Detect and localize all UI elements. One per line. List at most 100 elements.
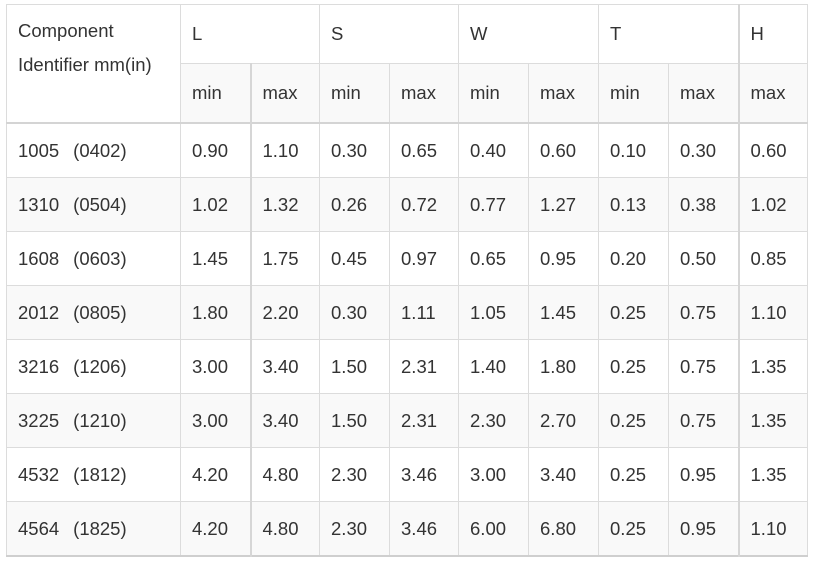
cell-h-max: 1.10 xyxy=(738,285,809,340)
cell-l-min: 3.00 xyxy=(180,339,252,394)
cell-l-max: 4.80 xyxy=(249,447,321,502)
cell-t-max: 0.75 xyxy=(668,393,740,448)
cell-s-min: 1.50 xyxy=(319,393,391,448)
cell-s-min: 2.30 xyxy=(319,447,391,502)
cell-w-max: 0.95 xyxy=(528,231,600,286)
cell-l-max: 1.75 xyxy=(249,231,321,286)
cell-l-max: 3.40 xyxy=(249,339,321,394)
header-row-groups: Component Identifier mm(in) L S W T H xyxy=(6,4,809,124)
component-dimensions-table: Component Identifier mm(in) L S W T H mi… xyxy=(6,4,809,557)
header-w-max: max xyxy=(528,63,600,124)
cell-s-max: 0.72 xyxy=(389,177,460,232)
cell-w-min: 0.65 xyxy=(458,231,530,286)
cell-h-max: 1.10 xyxy=(738,501,809,557)
cell-s-min: 2.30 xyxy=(319,501,391,557)
component-identifier-cell: 3225 (1210) xyxy=(6,393,181,448)
header-group-w: W xyxy=(458,4,600,64)
cell-l-min: 1.45 xyxy=(180,231,252,286)
cell-t-max: 0.75 xyxy=(668,339,740,394)
header-l-min: min xyxy=(180,63,252,124)
cell-w-min: 0.77 xyxy=(458,177,530,232)
table-row: 1608 (0603) 1.45 1.75 0.45 0.97 0.65 0.95 0.20 0.… xyxy=(6,231,809,286)
component-identifier-cell: 4564 (1825) xyxy=(6,501,181,557)
dimensions-table-container: Component Identifier mm(in) L S W T H mi… xyxy=(6,4,809,557)
cell-l-min: 1.02 xyxy=(180,177,252,232)
component-size-mm: 1005 xyxy=(18,139,60,161)
cell-t-max: 0.75 xyxy=(668,285,740,340)
cell-h-max: 0.85 xyxy=(738,231,809,286)
cell-w-min: 1.40 xyxy=(458,339,530,394)
header-row-subs: min max min max min max min max max xyxy=(7,63,809,124)
header-s-max: max xyxy=(389,63,460,124)
cell-s-min: 0.26 xyxy=(319,177,391,232)
cell-h-max: 1.35 xyxy=(738,393,809,448)
cell-s-max: 2.31 xyxy=(389,339,460,394)
component-size-inch: (1825) xyxy=(73,517,127,539)
cell-w-min: 6.00 xyxy=(458,501,530,557)
component-size-inch: (1210) xyxy=(73,409,127,431)
header-l-max: max xyxy=(249,63,321,124)
cell-t-min: 0.25 xyxy=(598,501,670,557)
table-body: 1005 (0402) 0.90 1.10 0.30 0.65 0.40 0.60 0.10 0.… xyxy=(6,122,809,557)
cell-l-min: 1.80 xyxy=(180,285,252,340)
component-size-mm: 3216 xyxy=(18,355,60,377)
cell-t-min: 0.25 xyxy=(598,285,670,340)
table-row: 2012 (0805) 1.80 2.20 0.30 1.11 1.05 1.45 0.25 0.… xyxy=(6,285,809,340)
cell-t-min: 0.25 xyxy=(598,447,670,502)
cell-w-max: 6.80 xyxy=(528,501,600,557)
cell-s-max: 3.46 xyxy=(389,447,460,502)
cell-w-min: 1.05 xyxy=(458,285,530,340)
cell-t-min: 0.25 xyxy=(598,393,670,448)
cell-h-max: 0.60 xyxy=(738,122,809,178)
cell-s-max: 0.65 xyxy=(389,122,460,178)
cell-l-max: 4.80 xyxy=(249,501,321,557)
component-size-inch: (1812) xyxy=(73,463,127,485)
table-header: Component Identifier mm(in) L S W T H mi… xyxy=(6,4,809,124)
cell-l-min: 4.20 xyxy=(180,447,252,502)
cell-s-max: 2.31 xyxy=(389,393,460,448)
component-identifier-cell: 1608 (0603) xyxy=(6,231,181,286)
component-size-mm: 3225 xyxy=(18,409,60,431)
cell-w-min: 3.00 xyxy=(458,447,530,502)
cell-t-min: 0.13 xyxy=(598,177,670,232)
header-group-s: S xyxy=(319,4,460,64)
cell-l-max: 1.10 xyxy=(249,122,321,178)
header-group-h: H xyxy=(738,4,809,64)
component-size-mm: 4564 xyxy=(18,517,60,539)
cell-s-min: 0.30 xyxy=(319,285,391,340)
cell-w-min: 2.30 xyxy=(458,393,530,448)
table-row: 3216 (1206) 3.00 3.40 1.50 2.31 1.40 1.80 0.25 0.… xyxy=(6,339,809,394)
component-size-mm: 1310 xyxy=(18,193,60,215)
cell-s-min: 0.45 xyxy=(319,231,391,286)
component-identifier-cell: 1310 (0504) xyxy=(6,177,181,232)
table-row: 1005 (0402) 0.90 1.10 0.30 0.65 0.40 0.60 0.10 0.… xyxy=(6,122,809,178)
cell-s-max: 1.11 xyxy=(389,285,460,340)
cell-h-max: 1.35 xyxy=(738,339,809,394)
header-component-identifier: Component Identifier mm(in) xyxy=(6,4,181,124)
cell-w-max: 3.40 xyxy=(528,447,600,502)
cell-s-min: 1.50 xyxy=(319,339,391,394)
cell-t-max: 0.38 xyxy=(668,177,740,232)
component-identifier-cell: 1005 (0402) xyxy=(6,122,181,178)
component-size-mm: 4532 xyxy=(18,463,60,485)
header-t-max: max xyxy=(668,63,740,124)
header-group-t: T xyxy=(598,4,740,64)
cell-w-max: 1.27 xyxy=(528,177,600,232)
cell-l-min: 4.20 xyxy=(180,501,252,557)
cell-s-min: 0.30 xyxy=(319,122,391,178)
cell-t-min: 0.20 xyxy=(598,231,670,286)
cell-s-max: 0.97 xyxy=(389,231,460,286)
cell-l-max: 3.40 xyxy=(249,393,321,448)
component-identifier-cell: 2012 (0805) xyxy=(6,285,181,340)
cell-l-max: 2.20 xyxy=(249,285,321,340)
header-t-min: min xyxy=(598,63,670,124)
cell-t-max: 0.95 xyxy=(668,501,740,557)
cell-s-max: 3.46 xyxy=(389,501,460,557)
header-s-min: min xyxy=(319,63,391,124)
component-size-inch: (1206) xyxy=(73,355,127,377)
cell-t-min: 0.10 xyxy=(598,122,670,178)
cell-l-min: 3.00 xyxy=(180,393,252,448)
cell-h-max: 1.35 xyxy=(738,447,809,502)
cell-w-min: 0.40 xyxy=(458,122,530,178)
cell-w-max: 2.70 xyxy=(528,393,600,448)
